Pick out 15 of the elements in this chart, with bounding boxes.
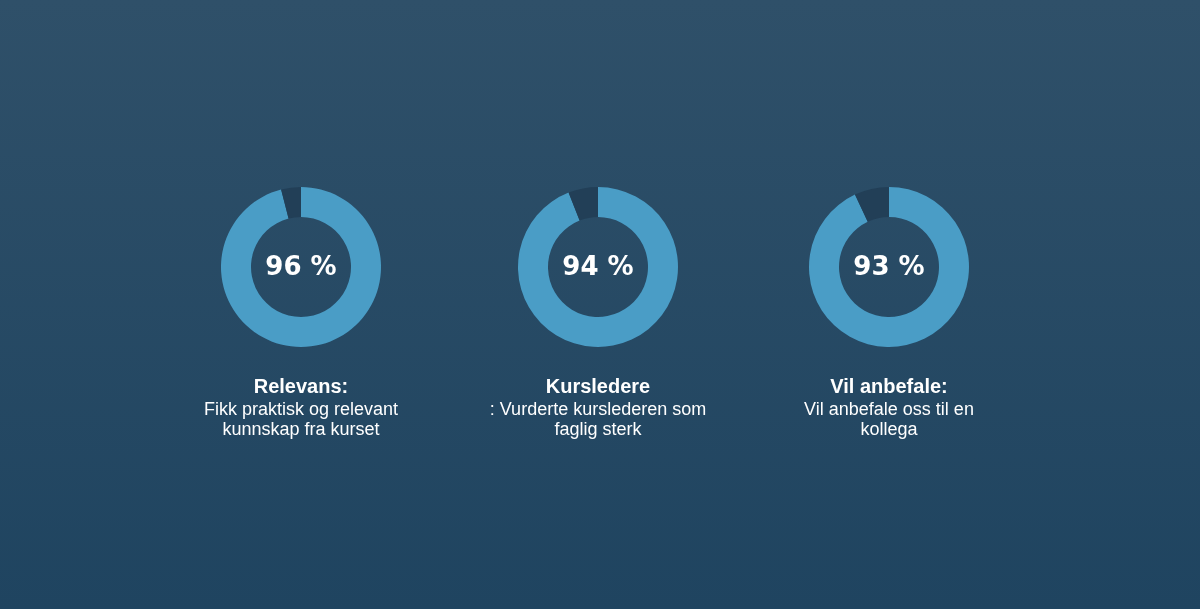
text: : Vurderte kurslederen som faglig sterk: [489, 399, 707, 439]
text: Vil anbefale:: [830, 375, 948, 397]
donut-slice: [568, 187, 598, 221]
text: Relevans:: [253, 375, 349, 397]
data-label: 96 %: [265, 251, 337, 281]
data-label: 93 %: [853, 251, 925, 281]
data-label: 94 %: [562, 251, 634, 281]
donut-slice: [281, 187, 301, 219]
donut-slice: [221, 187, 381, 347]
donut-slice: [518, 187, 678, 347]
text: Kursledere: [545, 375, 651, 397]
donut-slice: [809, 187, 969, 347]
donut-slice: [854, 187, 889, 222]
text: Vil anbefale oss til en kollega: [804, 399, 974, 439]
text: Fikk praktisk og relevant kunnskap fra kurset: [203, 399, 399, 439]
